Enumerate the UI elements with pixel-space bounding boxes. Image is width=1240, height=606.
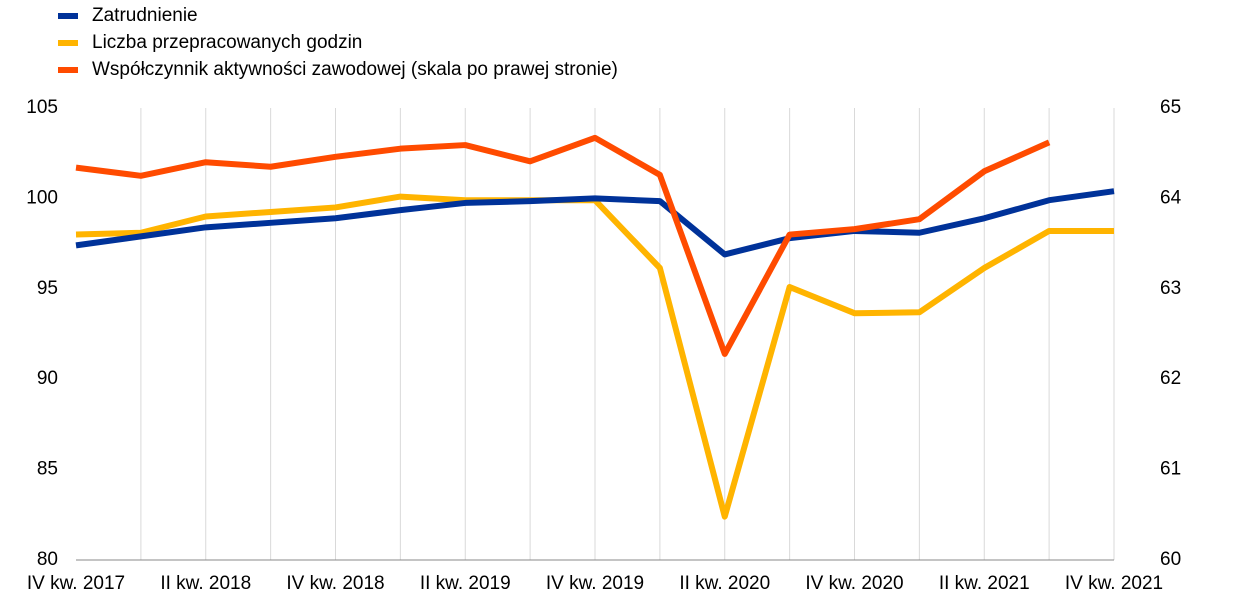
- series-line: [75, 188, 1115, 258]
- x-tick-label: II kw. 2020: [679, 573, 770, 594]
- x-tick-label: II kw. 2021: [939, 573, 1030, 594]
- y2-tick-label: 63: [1160, 278, 1181, 299]
- legend-label: Liczba przepracowanych godzin: [92, 32, 362, 53]
- x-tick-label: IV kw. 2019: [546, 573, 644, 594]
- x-tick-label: IV kw. 2021: [1065, 573, 1163, 594]
- x-tick-label: II kw. 2018: [160, 573, 251, 594]
- x-tick-label: II kw. 2019: [420, 573, 511, 594]
- y-tick-label: 100: [26, 187, 58, 208]
- x-tick-label: IV kw. 2020: [805, 573, 903, 594]
- y2-tick-label: 62: [1160, 368, 1181, 389]
- y-tick-label: 95: [37, 278, 58, 299]
- x-tick-label: IV kw. 2017: [27, 573, 125, 594]
- legend-label: Współczynnik aktywności zawodowej (skala…: [92, 59, 618, 80]
- y-tick-label: 105: [26, 97, 58, 118]
- legend-label: Zatrudnienie: [92, 5, 198, 26]
- y-tick-label: 90: [37, 368, 58, 389]
- y-tick-label: 85: [37, 459, 58, 480]
- y2-tick-label: 64: [1160, 187, 1182, 208]
- series-line: [75, 134, 1051, 357]
- y2-tick-label: 65: [1160, 97, 1181, 118]
- y2-tick-label: 60: [1160, 549, 1181, 570]
- x-tick-label: IV kw. 2018: [286, 573, 384, 594]
- y-tick-label: 80: [37, 549, 58, 570]
- y2-tick-label: 61: [1160, 459, 1181, 480]
